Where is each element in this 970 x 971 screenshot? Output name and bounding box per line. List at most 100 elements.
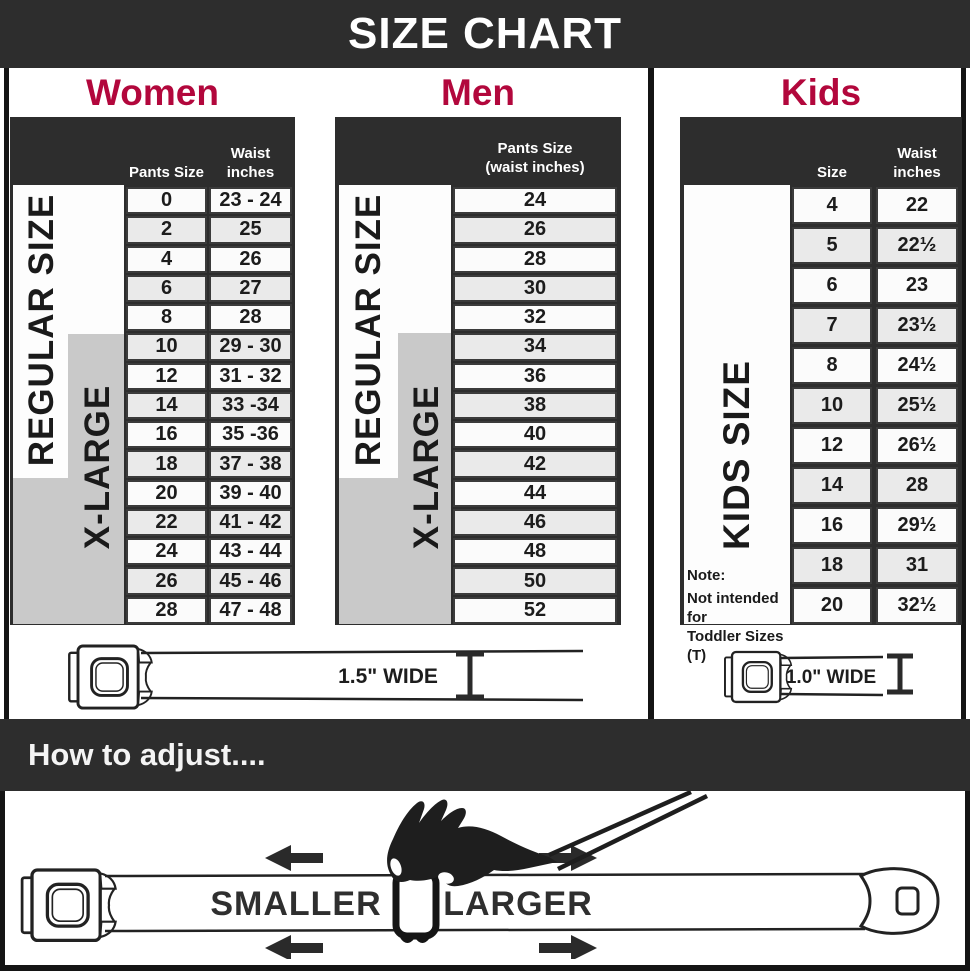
table-cell: 33 -34	[209, 391, 292, 420]
table-cell: 47 - 48	[209, 596, 292, 624]
table-cell: 24	[126, 538, 207, 566]
table-cell: 8	[792, 347, 872, 384]
women-size-category-panel: REGULAR SIZE X-LARGE	[13, 185, 124, 624]
table-cell: 25½	[876, 387, 958, 424]
table-cell: 6	[792, 267, 872, 304]
table-cell: 10	[126, 333, 207, 361]
how-to-adjust-heading: How to adjust....	[28, 737, 266, 772]
belt-tip-icon	[858, 867, 940, 935]
women-regular-size-label: REGULAR SIZE	[22, 193, 61, 467]
men-pants-size-column: 24 26 28 30 32 34 36 38 40 42 44 46 48 50 52	[453, 187, 617, 624]
page-title: SIZE CHART	[348, 9, 622, 58]
adult-belt-width-diagram: 1.5" WIDE	[67, 644, 584, 710]
table-cell: 23½	[876, 307, 958, 344]
kids-waist-column: 22 22½ 23 23½ 24½ 25½ 26½ 28 29½ 31 32½	[876, 187, 958, 624]
women-xlarge-gray-area-lower	[13, 478, 124, 624]
table-cell: 26	[126, 567, 207, 595]
women-waist-column: 23 - 24 25 26 27 28 29 - 30 31 - 32 33 -34 35 -3…	[209, 187, 292, 624]
kids-size-label: KIDS SIZE	[716, 360, 757, 550]
table-cell: 14	[126, 391, 207, 420]
kids-size-category-panel: KIDS SIZE Note: Not intended for Toddler…	[684, 185, 790, 664]
women-size-table: Pants Size Waist inches REGULAR SIZE X-L…	[10, 117, 295, 625]
table-cell: 20	[126, 479, 207, 507]
kids-note-line3: Toddler Sizes (T)	[687, 628, 784, 664]
table-cell: 23	[876, 267, 958, 304]
table-cell: 35 -36	[209, 421, 292, 449]
men-size-category-panel: REGULAR SIZE X-LARGE	[339, 185, 451, 624]
kids-waist-header: Waist inches	[876, 144, 958, 182]
belt-strap	[780, 655, 884, 697]
belt-strap	[140, 649, 584, 702]
table-cell: 25	[209, 216, 292, 244]
kids-size-column: 4 5 6 7 8 10 12 14 16 18 20	[792, 187, 872, 624]
table-cell: 22	[126, 508, 207, 537]
adult-belt-width-label: 1.5" WIDE	[338, 665, 438, 688]
table-cell: 22	[876, 187, 958, 224]
table-cell: 32	[453, 304, 617, 332]
table-cell: 40	[453, 421, 617, 449]
left-frame-border	[4, 68, 9, 719]
table-cell: 24½	[876, 347, 958, 384]
table-cell: 0	[126, 187, 207, 215]
table-cell: 43 - 44	[209, 538, 292, 566]
table-cell: 41 - 42	[209, 508, 292, 537]
table-cell: 28	[876, 467, 958, 504]
men-xlarge-label: X-LARGE	[407, 384, 446, 550]
width-ibeam-icon	[456, 651, 484, 700]
table-cell: 12	[126, 362, 207, 390]
table-cell: 16	[126, 421, 207, 449]
table-cell: 37 - 38	[209, 450, 292, 478]
arrow-left-icon	[265, 935, 323, 961]
table-cell: 4	[126, 245, 207, 273]
table-cell: 18	[126, 450, 207, 478]
table-cell: 46	[453, 508, 617, 537]
seatbelt-buckle-icon	[67, 644, 154, 710]
women-waist-header-line1: Waist	[230, 145, 271, 162]
table-cell: 31	[876, 547, 958, 584]
table-cell: 4	[792, 187, 872, 224]
arrow-right-icon	[539, 935, 597, 961]
women-pants-size-header: Pants Size	[128, 164, 205, 181]
how-to-adjust-bar: How to adjust....	[0, 719, 970, 791]
table-cell: 48	[453, 538, 617, 566]
table-cell: 26	[453, 216, 617, 244]
table-cell: 30	[453, 274, 617, 303]
men-xlarge-gray-area-lower	[339, 478, 451, 624]
table-cell: 20	[792, 587, 872, 624]
belt-slider	[392, 868, 440, 943]
table-cell: 23 - 24	[209, 187, 292, 215]
women-waist-header: Waist inches	[209, 144, 292, 182]
table-cell: 29½	[876, 507, 958, 544]
women-pants-size-column: 0 2 4 6 8 10 12 14 16 18 20 22 24 26 28	[126, 187, 207, 624]
table-cell: 10	[792, 387, 872, 424]
table-cell: 28	[453, 245, 617, 273]
kids-section-divider	[648, 68, 654, 719]
table-cell: 8	[126, 304, 207, 332]
table-cell: 39 - 40	[209, 479, 292, 507]
men-header-line2: (waist inches)	[485, 159, 585, 176]
kids-note-line1: Note:	[687, 567, 726, 584]
table-cell: 12	[792, 427, 872, 464]
kids-size-header: Size	[816, 164, 847, 181]
table-cell: 44	[453, 479, 617, 507]
kids-waist-header-line1: Waist	[897, 145, 937, 162]
table-cell: 26	[209, 245, 292, 273]
table-cell: 7	[792, 307, 872, 344]
men-size-table: Pants Size (waist inches) REGULAR SIZE X…	[335, 117, 621, 625]
larger-label: LARGER	[443, 885, 593, 923]
table-cell: 16	[792, 507, 872, 544]
kids-section-heading: Kids	[780, 72, 862, 113]
table-cell: 28	[209, 304, 292, 332]
page-title-bar: SIZE CHART	[0, 0, 970, 68]
table-cell: 24	[453, 187, 617, 215]
table-cell: 2	[126, 216, 207, 244]
table-cell: 22½	[876, 227, 958, 264]
table-cell: 31 - 32	[209, 362, 292, 390]
table-cell: 32½	[876, 587, 958, 624]
kids-note-line2: Not intended for	[687, 590, 779, 626]
women-waist-header-line2: inches	[226, 164, 275, 181]
table-cell: 36	[453, 362, 617, 390]
kids-waist-header-line2: inches	[893, 164, 941, 181]
table-cell: 27	[209, 274, 292, 303]
